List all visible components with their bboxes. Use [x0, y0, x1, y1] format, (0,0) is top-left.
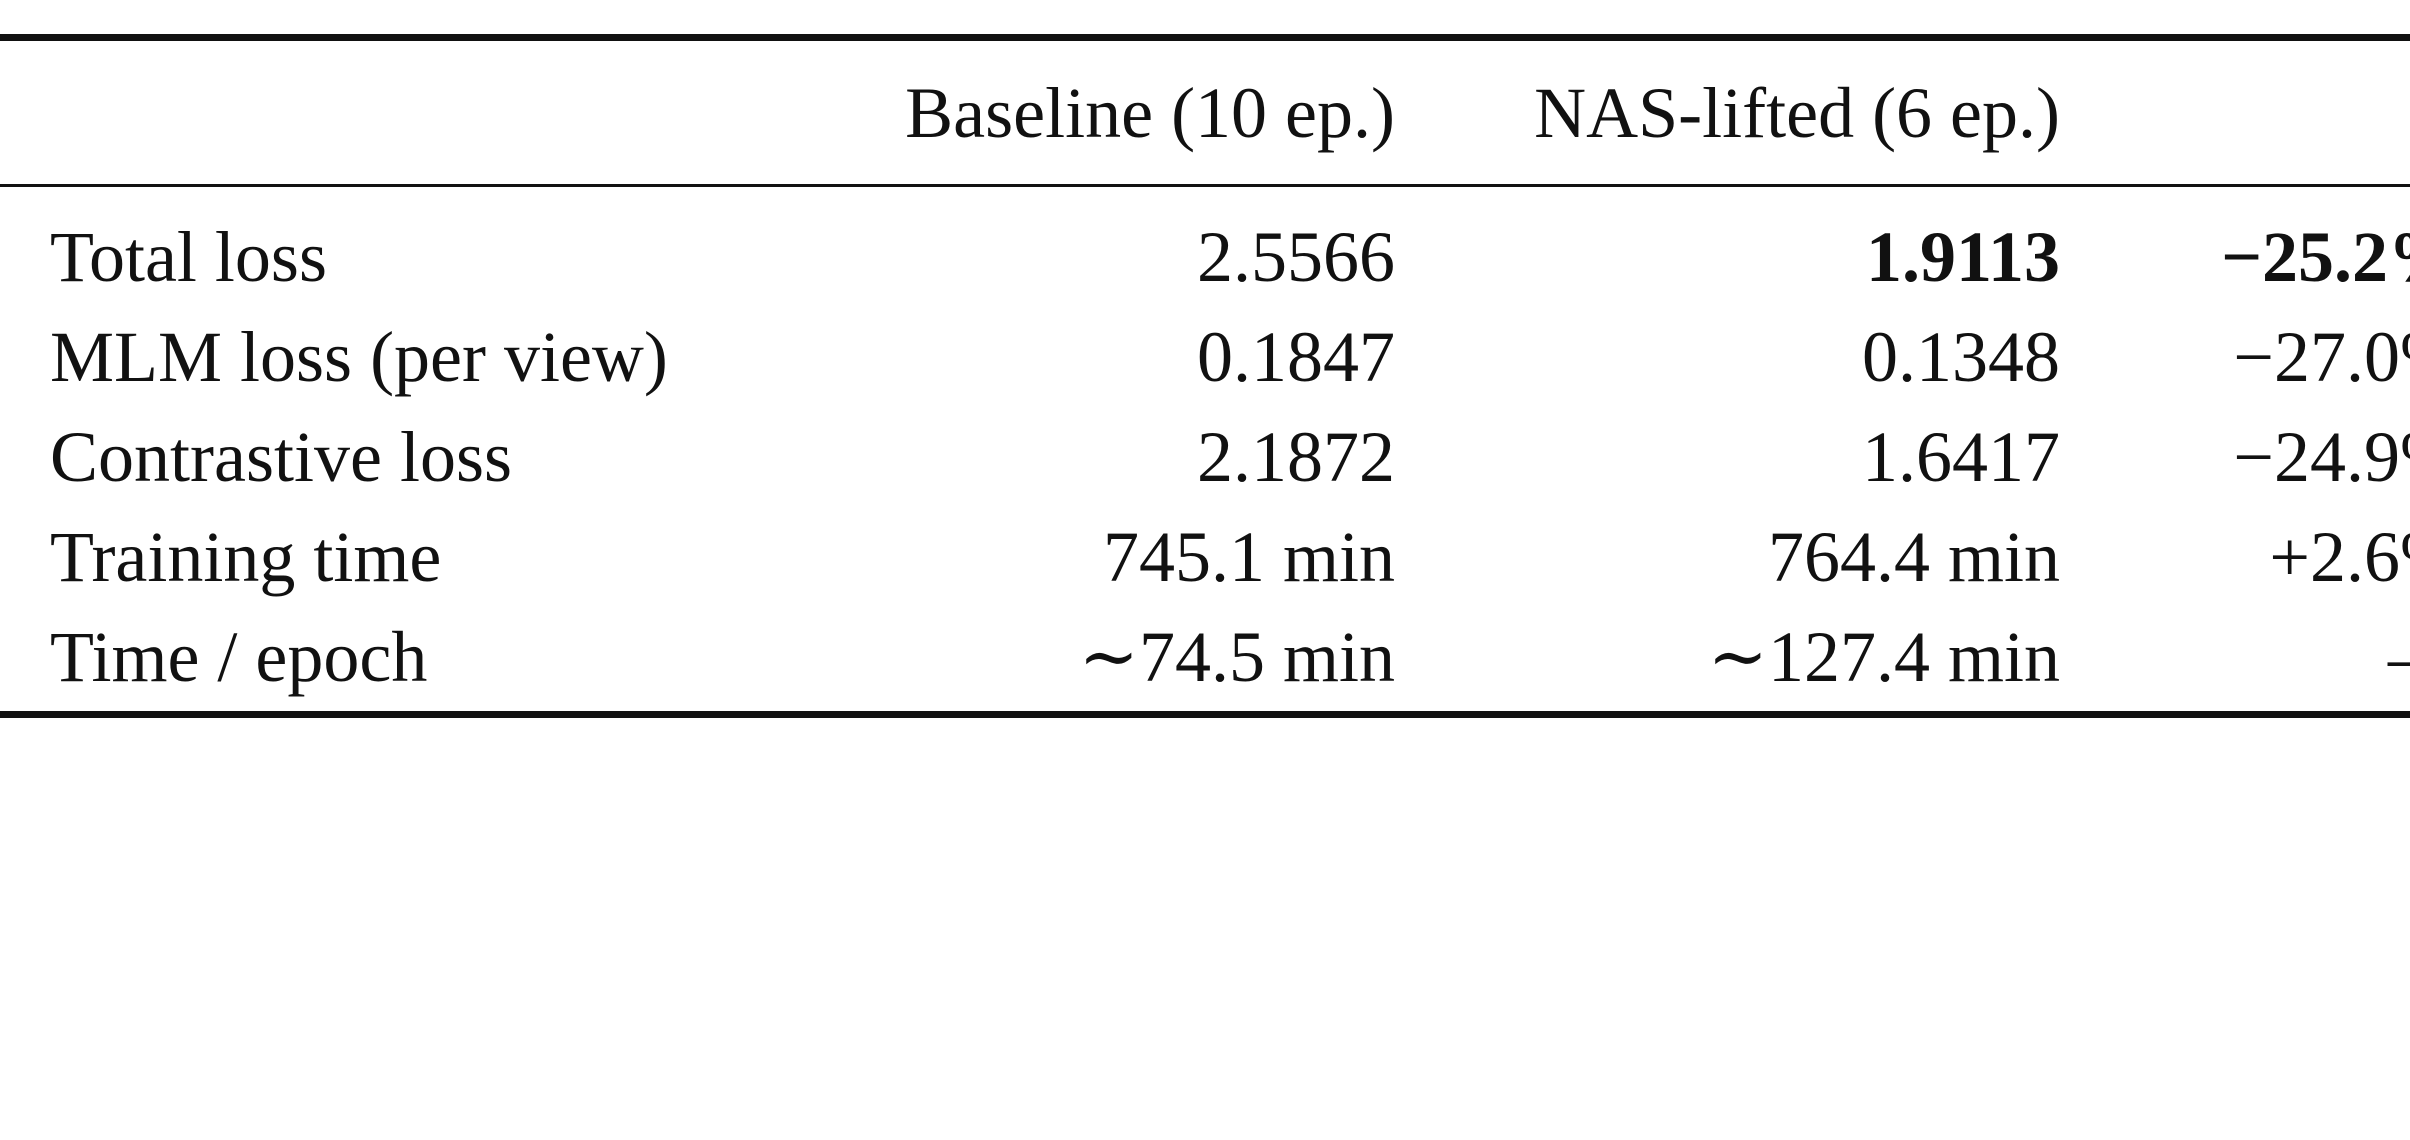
table-row: Time / epoch ∼74.5 min ∼127.4 min — — [0, 607, 2410, 711]
header-row: Baseline (10 ep.) NAS-lifted (6 ep.) Δ — [0, 41, 2410, 184]
baseline-value: 0.1847 — [1197, 317, 1395, 397]
header-nas-lifted: NAS-lifted (6 ep.) — [1534, 72, 2060, 153]
nas-value: ∼127.4 min — [1707, 617, 2060, 697]
baseline-value: ∼74.5 min — [1078, 617, 1395, 697]
row-label: MLM loss (per view) — [50, 317, 668, 397]
header-empty — [0, 41, 810, 184]
baseline-value: 745.1 min — [1102, 517, 1395, 597]
nas-value: 0.1348 — [1862, 317, 2060, 397]
row-label: Total loss — [50, 217, 327, 297]
comparison-table: Baseline (10 ep.) NAS-lifted (6 ep.) Δ — [0, 41, 2410, 184]
delta-value: −27.0% — [2233, 317, 2410, 397]
baseline-value: 2.1872 — [1197, 417, 1395, 497]
table-row: Total loss 2.5566 1.9113 −25.2% — [0, 187, 2410, 307]
nas-value: 1.9113 — [1865, 217, 2060, 297]
results-table: Baseline (10 ep.) NAS-lifted (6 ep.) Δ T… — [0, 34, 2410, 718]
row-label: Contrastive loss — [50, 417, 512, 497]
delta-value: — — [2060, 607, 2410, 711]
row-label: Time / epoch — [50, 617, 428, 697]
table-row: Training time 745.1 min 764.4 min +2.6% — [0, 507, 2410, 607]
bottom-rule — [0, 711, 2410, 718]
top-rule — [0, 34, 2410, 41]
row-label: Training time — [50, 517, 442, 597]
header-delta: Δ — [2060, 41, 2410, 184]
delta-value: −24.9% — [2233, 417, 2410, 497]
table-row: MLM loss (per view) 0.1847 0.1348 −27.0% — [0, 307, 2410, 407]
nas-value: 1.6417 — [1862, 417, 2060, 497]
mid-rule — [0, 184, 2410, 187]
table-row: Contrastive loss 2.1872 1.6417 −24.9% — [0, 407, 2410, 507]
nas-value: 764.4 min — [1767, 517, 2060, 597]
baseline-value: 2.5566 — [1197, 217, 1395, 297]
delta-value: +2.6% — [2269, 517, 2410, 597]
delta-value: −25.2% — [2220, 217, 2410, 297]
comparison-table-body: Total loss 2.5566 1.9113 −25.2% MLM loss… — [0, 187, 2410, 711]
header-baseline: Baseline (10 ep.) — [905, 72, 1395, 153]
